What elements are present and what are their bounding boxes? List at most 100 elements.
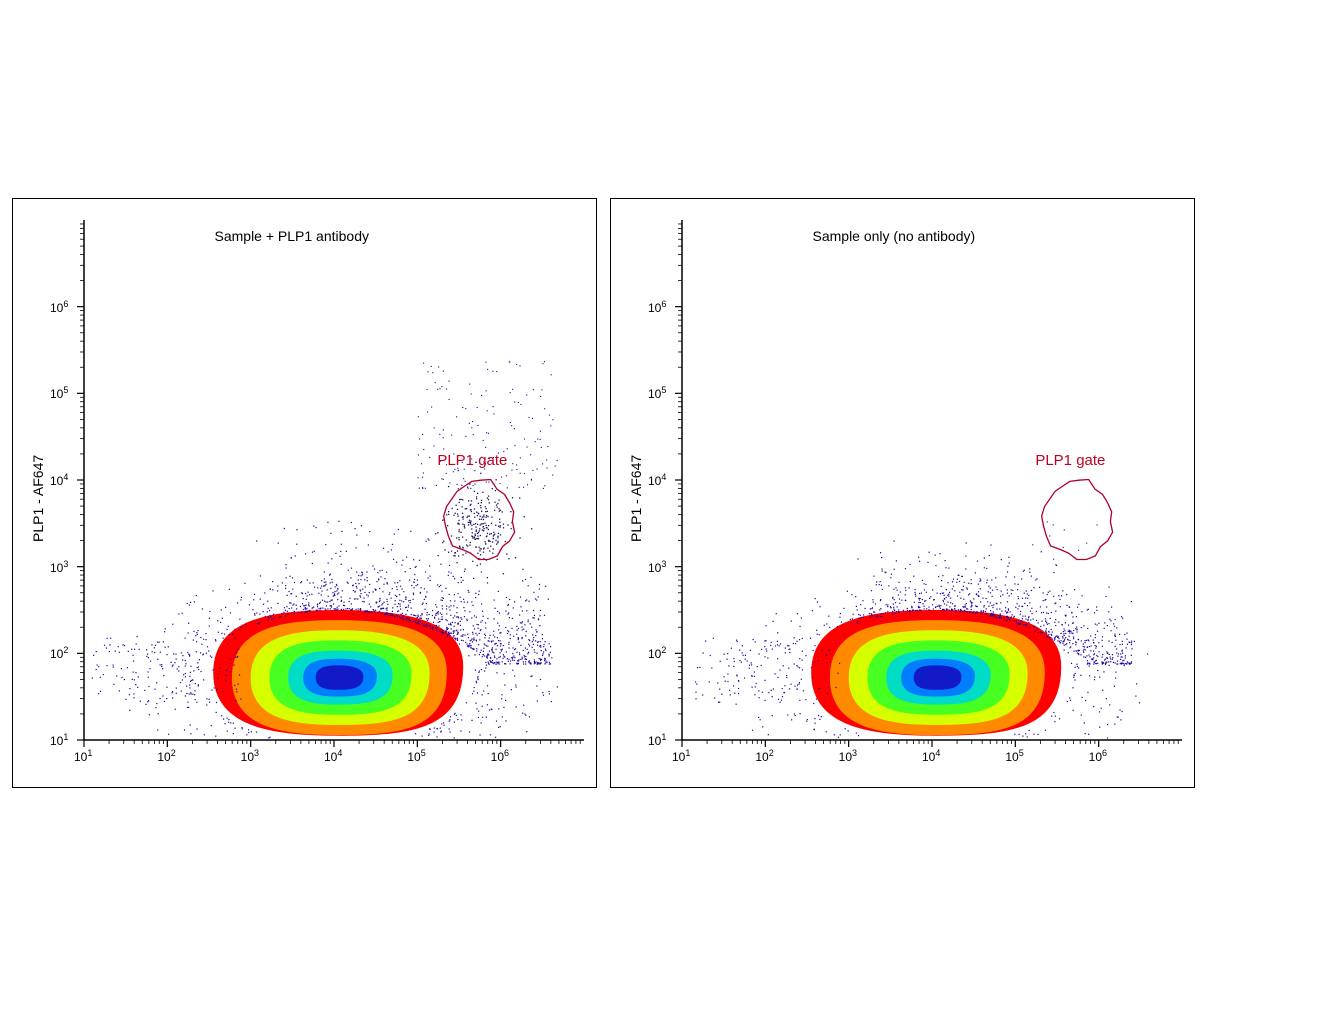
scatter-dot [1086,655,1087,656]
scatter-dot [838,737,839,738]
scatter-dot [1096,646,1097,647]
scatter-dot [502,716,503,717]
scatter-dot [380,576,381,577]
scatter-dot [134,649,135,650]
scatter-dot [506,597,507,598]
scatter-dot [1105,663,1106,664]
scatter-dot [138,676,139,677]
scatter-dot [750,650,751,651]
spray-dot [477,425,478,426]
scatter-dot [218,632,219,633]
spray-dot [532,470,533,471]
spray-dot [541,447,542,448]
scatter-dot [409,618,410,619]
scatter-dot [441,616,442,617]
gate-cluster-dot [488,495,489,496]
scatter-dot [239,674,240,675]
scatter-dot [1088,734,1089,735]
scatter-dot [260,598,261,599]
scatter-dot [129,694,130,695]
scatter-dot [999,616,1000,617]
scatter-dot [520,606,521,607]
scatter-dot [947,582,948,583]
scatter-dot [398,529,399,530]
scatter-dot [1041,612,1042,613]
scatter-dot [858,621,859,622]
spray-dot [487,369,488,370]
scatter-dot [1066,594,1067,595]
scatter-dot [485,635,486,636]
scatter-dot [484,655,485,656]
scatter-dot [458,582,459,583]
scatter-dot [1125,657,1126,658]
scatter-dot [395,595,396,596]
gate-cluster-dot [499,522,500,523]
scatter-dot [252,609,253,610]
scatter-dot [450,624,451,625]
scatter-dot [516,626,517,627]
scatter-dot [536,685,537,686]
scatter-dot [369,592,370,593]
scatter-dot [441,723,442,724]
scatter-dot [358,608,359,609]
scatter-dot [1122,644,1123,645]
scatter-dot [919,607,920,608]
scatter-dot [327,608,328,609]
scatter-dot [256,540,257,541]
scatter-dot [402,617,403,618]
scatter-dot [533,639,534,640]
scatter-dot [439,586,440,587]
scatter-dot [440,599,441,600]
gate-cluster-dot [458,520,459,521]
scatter-dot [305,609,306,610]
scatter-dot [456,612,457,613]
scatter-dot [771,642,772,643]
spray-dot [422,477,423,478]
scatter-dot [1121,651,1122,652]
scatter-dot [196,651,197,652]
spray-dot [441,386,442,387]
scatter-dot [321,594,322,595]
scatter-dot [216,689,217,690]
scatter-dot [133,660,134,661]
gate-cluster-dot [452,508,453,509]
scatter-dot [487,582,488,583]
scatter-dot [764,640,765,641]
scatter-dot [1007,593,1008,594]
scatter-dot [399,600,400,601]
scatter-dot [749,665,750,666]
scatter-dot [334,609,335,610]
scatter-dot [369,584,370,585]
scatter-dot [455,622,456,623]
scatter-dot [532,617,533,618]
scatter-dot [172,691,173,692]
spray-dot [443,371,444,372]
scatter-dot [512,653,513,654]
scatter-dot [1021,578,1022,579]
scatter-dot [1122,653,1123,654]
scatter-dot [1109,619,1110,620]
scatter-dot [1038,622,1039,623]
scatter-dot [775,645,776,646]
scatter-dot [484,643,485,644]
scatter-dot [1093,657,1094,658]
spray-dot [485,447,486,448]
scatter-dot [764,646,765,647]
scatter-dot [1121,616,1122,617]
scatter-dot [418,616,419,617]
scatter-dot [986,568,987,569]
scatter-dot [1031,613,1032,614]
scatter-dot [479,591,480,592]
scatter-dot [557,686,558,687]
scatter-dot [1058,621,1059,622]
scatter-dot [417,584,418,585]
gate-cluster-dot [490,546,491,547]
spray-dot [1032,544,1033,545]
scatter-dot [523,663,524,664]
scatter-dot [952,588,953,589]
gate-cluster-dot [459,547,460,548]
scatter-dot [507,633,508,634]
scatter-dot [154,647,155,648]
scatter-dot [397,616,398,617]
gate-cluster-dot [492,541,493,542]
